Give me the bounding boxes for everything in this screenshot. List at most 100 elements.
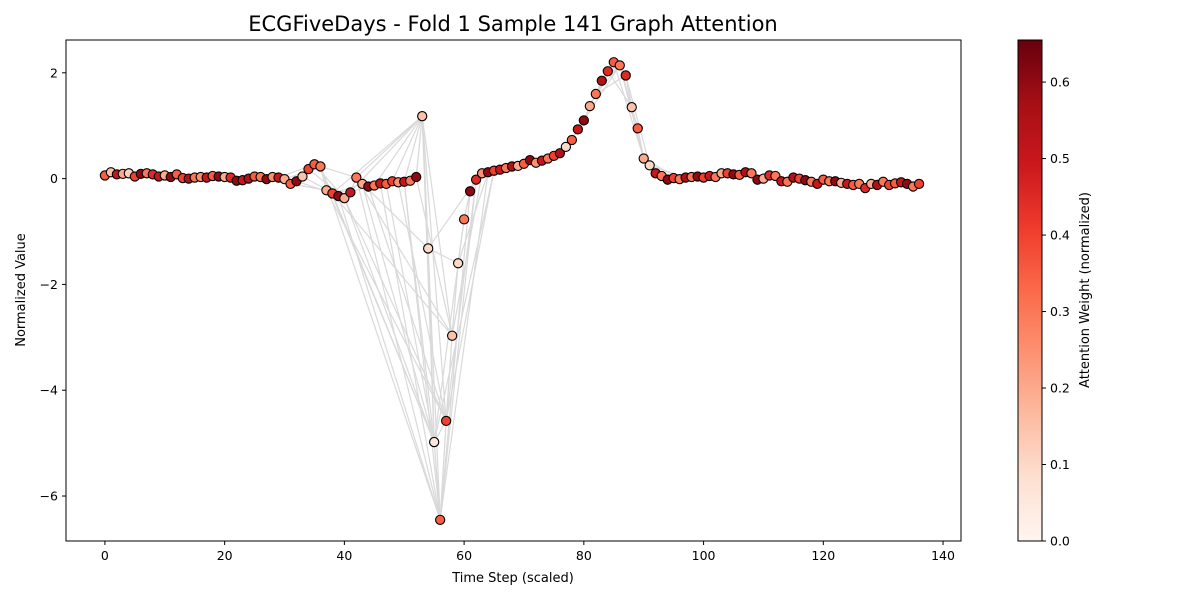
edge bbox=[373, 115, 423, 186]
edge bbox=[595, 74, 627, 95]
colorbar-ticks: 0.0 0.1 0.2 0.3 0.4 0.5 0.6 bbox=[1042, 75, 1070, 549]
edge bbox=[625, 75, 651, 166]
edge bbox=[397, 182, 447, 422]
data-point bbox=[351, 172, 362, 183]
edge bbox=[319, 166, 441, 521]
colorbar-tick-label: 0.0 bbox=[1050, 534, 1070, 549]
y-axis-ticks: −6 −4 −2 0 2 bbox=[40, 65, 66, 504]
data-point bbox=[297, 171, 308, 182]
data-point bbox=[429, 436, 440, 448]
edge bbox=[415, 116, 423, 178]
edge bbox=[421, 116, 447, 421]
edge bbox=[391, 115, 423, 182]
data-point bbox=[423, 243, 434, 254]
edge bbox=[355, 177, 441, 520]
edge bbox=[325, 189, 447, 422]
y-tick-label: −2 bbox=[40, 277, 58, 292]
data-point bbox=[590, 88, 601, 100]
edge bbox=[439, 179, 477, 520]
edge bbox=[361, 183, 435, 443]
data-point bbox=[638, 153, 649, 164]
data-point bbox=[554, 148, 566, 159]
x-tick-label: 120 bbox=[811, 548, 835, 563]
plot-frame bbox=[65, 39, 962, 542]
edge bbox=[445, 335, 453, 421]
edge bbox=[343, 197, 447, 422]
edge bbox=[421, 116, 435, 443]
edge bbox=[332, 115, 423, 194]
y-tick-label: −6 bbox=[40, 489, 58, 504]
x-axis-ticks: 0 20 40 60 80 100 120 140 bbox=[101, 541, 955, 563]
colorbar-tick-label: 0.5 bbox=[1050, 151, 1070, 166]
data-point bbox=[746, 168, 757, 179]
edge bbox=[355, 177, 453, 337]
edge bbox=[367, 186, 447, 422]
x-tick-label: 0 bbox=[101, 548, 109, 563]
edge bbox=[583, 65, 621, 121]
edge bbox=[403, 116, 423, 182]
data-point bbox=[452, 258, 464, 269]
y-axis-label: Normalized Value bbox=[14, 233, 29, 347]
data-point bbox=[614, 60, 625, 71]
edge bbox=[337, 195, 441, 521]
x-tick-label: 100 bbox=[692, 548, 716, 563]
edge bbox=[457, 172, 489, 264]
colorbar-tick-label: 0.1 bbox=[1050, 457, 1070, 472]
data-point bbox=[560, 141, 572, 153]
data-point bbox=[435, 514, 446, 525]
colorbar-label: Attention Weight (normalized) bbox=[1078, 192, 1093, 388]
edge bbox=[445, 170, 495, 422]
edge bbox=[439, 191, 471, 520]
data-point bbox=[470, 174, 482, 185]
data-point bbox=[315, 161, 326, 172]
data-point bbox=[602, 66, 613, 77]
data-point bbox=[411, 171, 422, 183]
x-tick-label: 140 bbox=[931, 548, 955, 563]
edge bbox=[331, 193, 453, 337]
edge bbox=[320, 165, 357, 179]
data-points bbox=[99, 57, 925, 525]
data-point bbox=[572, 124, 584, 135]
edge bbox=[355, 115, 423, 178]
y-tick-label: 2 bbox=[50, 65, 58, 80]
data-point bbox=[417, 111, 428, 122]
colorbar-tick-label: 0.3 bbox=[1050, 304, 1070, 319]
data-point bbox=[626, 102, 637, 113]
data-point bbox=[464, 186, 476, 197]
x-tick-label: 80 bbox=[576, 548, 592, 563]
edge bbox=[439, 172, 489, 520]
edge bbox=[427, 247, 459, 264]
y-tick-label: 0 bbox=[50, 171, 58, 186]
edge bbox=[415, 176, 453, 336]
y-tick-label: −4 bbox=[40, 383, 58, 398]
colorbar-tick-label: 0.2 bbox=[1050, 381, 1070, 396]
edge bbox=[403, 181, 441, 520]
data-point bbox=[596, 75, 607, 86]
edge bbox=[445, 179, 477, 421]
edge bbox=[433, 170, 495, 443]
data-point bbox=[632, 123, 643, 134]
colorbar-tick-label: 0.6 bbox=[1050, 75, 1070, 90]
x-tick-label: 60 bbox=[456, 548, 472, 563]
data-point bbox=[345, 187, 356, 198]
data-point bbox=[644, 160, 655, 171]
colorbar-gradient bbox=[1017, 39, 1043, 542]
graph-edges bbox=[104, 61, 920, 521]
data-point bbox=[458, 214, 470, 225]
data-point bbox=[584, 100, 595, 112]
edge bbox=[421, 116, 453, 336]
edge bbox=[607, 70, 633, 108]
x-tick-label: 40 bbox=[336, 548, 352, 563]
data-point bbox=[620, 70, 631, 81]
x-axis-label: Time Step (scaled) bbox=[451, 571, 574, 586]
data-point bbox=[446, 330, 458, 341]
edge bbox=[451, 173, 483, 336]
colorbar: 0.0 0.1 0.2 0.3 0.4 0.5 0.6 Attention Weight (… bbox=[1017, 39, 1093, 549]
colorbar-tick-label: 0.4 bbox=[1050, 228, 1070, 243]
data-point bbox=[578, 115, 589, 126]
data-point bbox=[441, 415, 452, 427]
data-point bbox=[566, 134, 578, 146]
data-point bbox=[913, 178, 925, 190]
x-tick-label: 20 bbox=[217, 548, 233, 563]
